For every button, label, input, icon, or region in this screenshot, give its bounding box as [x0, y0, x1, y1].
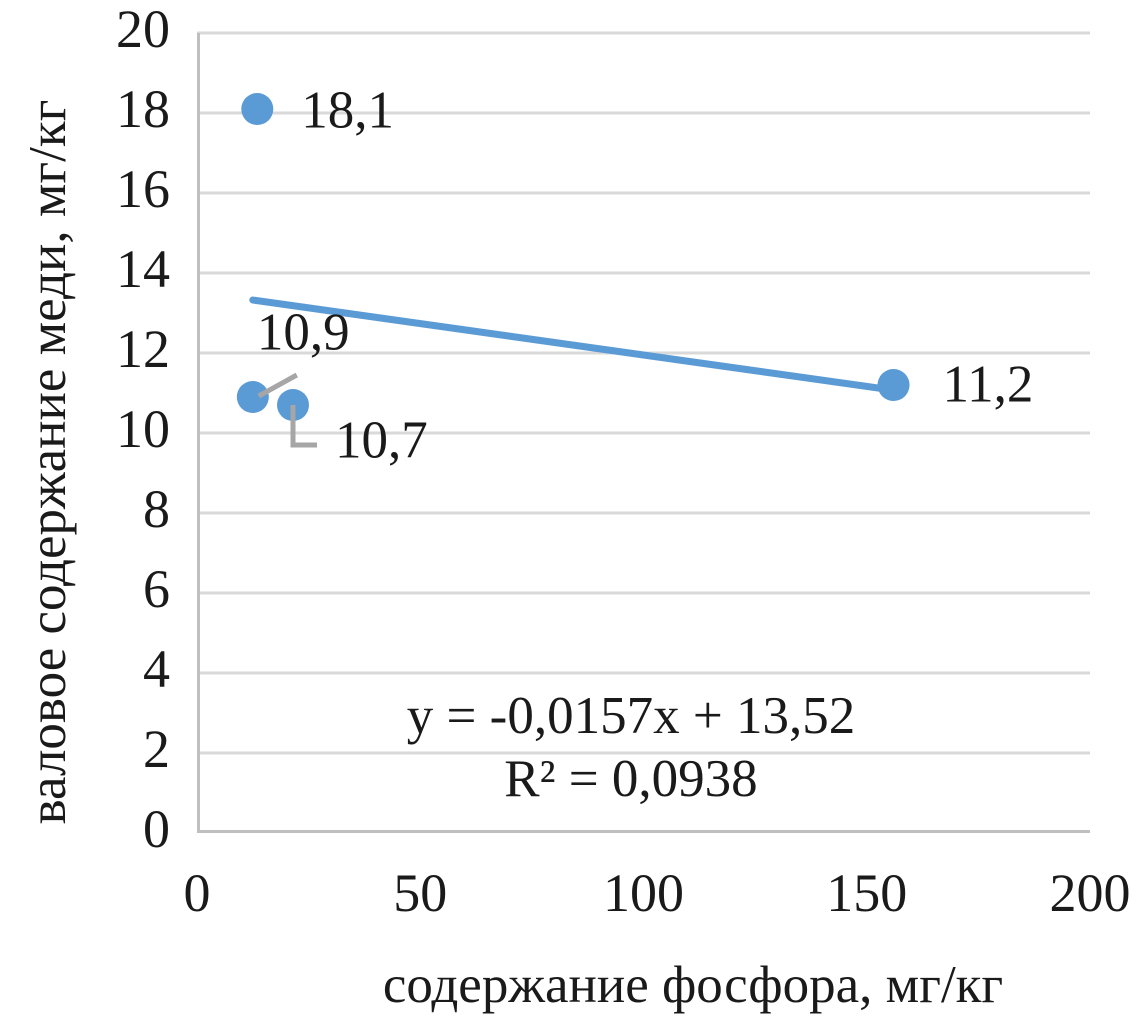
trendline	[249, 296, 898, 394]
x-tick-label: 200	[1049, 863, 1131, 923]
y-tick-label: 8	[143, 479, 170, 539]
data-point-label: 18,1	[301, 81, 395, 140]
y-tick-label: 2	[143, 719, 170, 779]
data-point-label: 10,9	[256, 303, 350, 362]
y-tick-label: 10	[116, 399, 170, 459]
data-point-marker	[241, 93, 274, 125]
y-tick-label: 6	[143, 559, 170, 619]
data-point-marker	[236, 381, 269, 413]
y-tick-label: 4	[143, 639, 170, 699]
y-tick-label: 12	[116, 319, 170, 379]
plot-canvas	[197, 31, 1090, 833]
plot-area: y = -0,0157x + 13,52 R² = 0,0938 18,1 10,…	[197, 31, 1090, 833]
trendline-equation: y = -0,0157x + 13,52 R² = 0,0938	[407, 685, 855, 811]
x-tick-label: 50	[393, 863, 448, 923]
r-squared-text: R² = 0,0938	[504, 750, 758, 808]
x-tick-label: 0	[183, 863, 211, 923]
y-tick-label: 16	[116, 159, 170, 219]
data-point-label: 10,7	[334, 411, 428, 470]
label-leader-line	[257, 372, 299, 399]
y-tick-label: 0	[143, 799, 170, 859]
trendline-equation-text: y = -0,0157x + 13,52	[406, 687, 856, 745]
data-point-marker	[877, 369, 910, 401]
x-axis-title: содержание фосфора, мг/кг	[382, 956, 1004, 1014]
data-point-label: 11,2	[942, 355, 1034, 414]
label-leader-line	[290, 405, 317, 448]
x-tick-label: 150	[826, 863, 908, 923]
y-tick-label: 20	[116, 0, 170, 59]
x-tick-label: 100	[603, 863, 684, 923]
y-tick-label: 18	[116, 79, 170, 139]
y-tick-label: 14	[116, 239, 170, 299]
